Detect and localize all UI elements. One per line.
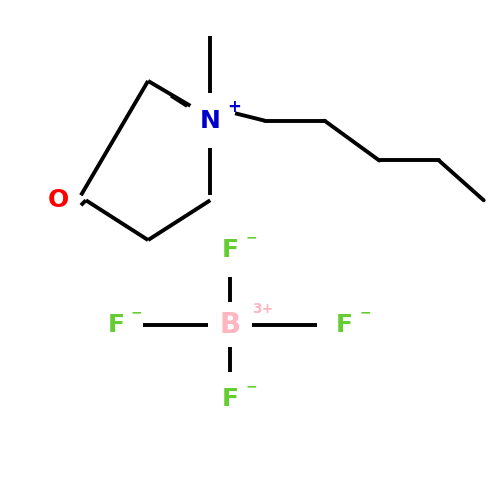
Text: N: N	[200, 108, 220, 132]
Text: F: F	[107, 312, 124, 336]
Text: F: F	[336, 312, 353, 336]
Text: −: −	[245, 230, 257, 244]
Text: −: −	[360, 305, 371, 319]
Text: F: F	[222, 387, 238, 411]
Text: 3+: 3+	[252, 302, 273, 316]
Text: −: −	[131, 305, 142, 319]
Text: +: +	[227, 98, 241, 116]
Text: O: O	[48, 188, 69, 212]
Text: B: B	[220, 310, 240, 338]
Text: −: −	[245, 380, 257, 394]
Text: F: F	[222, 238, 238, 262]
